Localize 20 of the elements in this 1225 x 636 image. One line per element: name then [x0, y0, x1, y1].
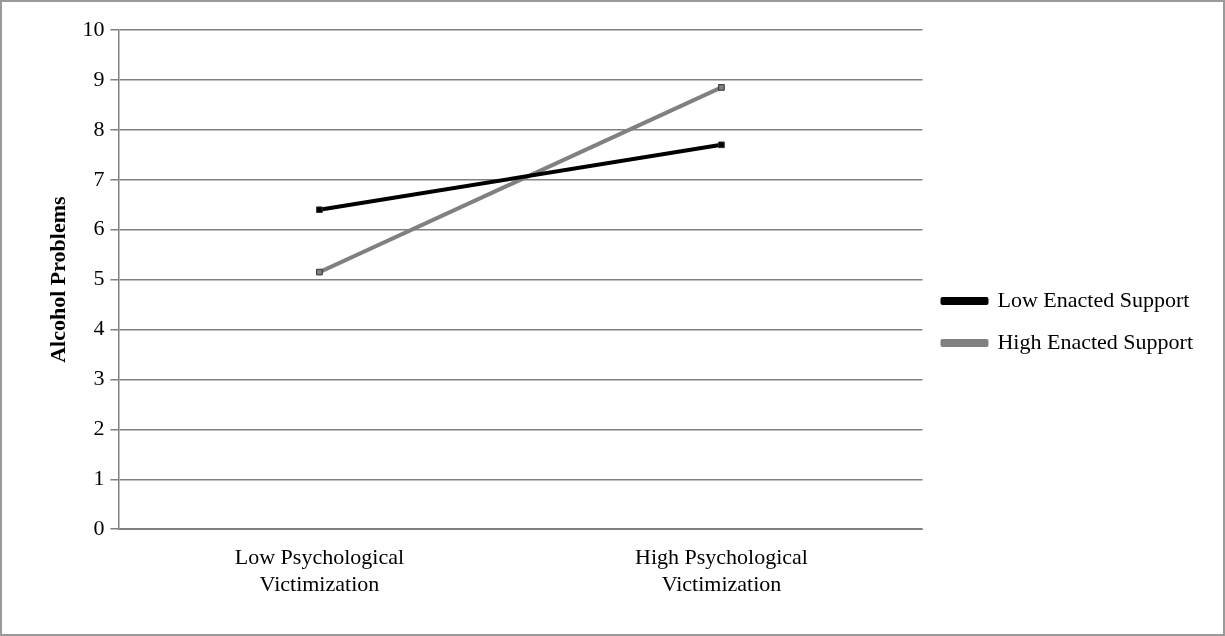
point	[316, 268, 323, 276]
x-tick-label: Low Psychological Victimization	[234, 544, 405, 596]
y-tick-label: 5	[93, 265, 105, 291]
y-tick-label: 3	[93, 365, 105, 391]
y-axis-title: Alcohol Problems	[44, 195, 70, 363]
y-tick-label: 0	[93, 514, 105, 540]
y-tick-label: 8	[93, 115, 105, 141]
y-tick-label: 10	[82, 15, 105, 41]
y-tick-label: 6	[93, 215, 105, 241]
y-tick-label: 9	[93, 65, 105, 91]
y-tick-label: 4	[93, 315, 105, 341]
legend-label: Low Enacted Support	[997, 286, 1190, 312]
legend-label: High Enacted Support	[997, 328, 1194, 354]
y-tick-label: 2	[93, 415, 105, 441]
y-tick-label: 7	[93, 165, 105, 191]
point	[718, 141, 725, 149]
x-tick-label: High Psychological Victimization	[634, 544, 808, 596]
point	[316, 206, 323, 214]
point	[718, 84, 725, 91]
y-tick-label: 1	[93, 465, 105, 491]
